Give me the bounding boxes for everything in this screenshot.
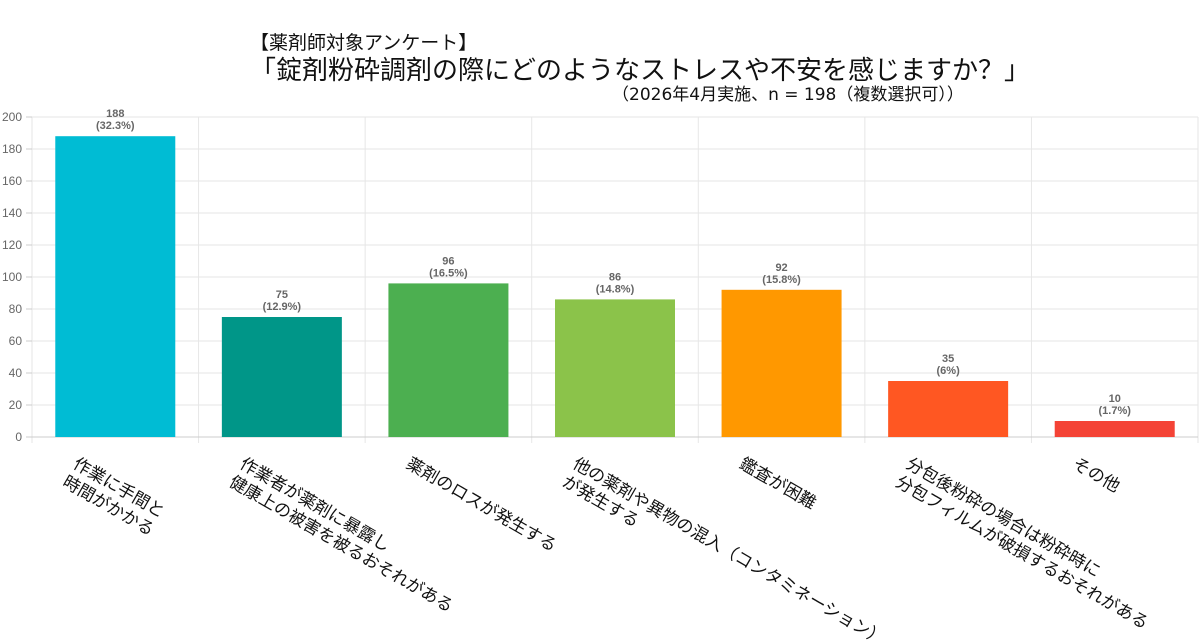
bar [555, 299, 675, 437]
y-tick-label: 100 [2, 270, 22, 284]
x-tick-label: 薬剤のロスが発生する [403, 454, 560, 556]
x-tick-label: 健康上の被害を被るおそれがある [226, 472, 457, 617]
data-label-percent: (6%) [937, 365, 961, 377]
data-label-percent: (16.5%) [429, 267, 468, 279]
bar [221, 317, 342, 437]
x-tick-label: 他の薬剤や異物の混入（コンタミネーション） [569, 454, 888, 644]
data-label-percent: (32.3%) [96, 120, 135, 132]
x-category-label: 鑑査が困難 [736, 454, 820, 514]
grid-lines [31, 116, 1199, 443]
bar [1054, 421, 1175, 437]
y-tick-label: 40 [9, 366, 23, 380]
y-tick-label: 160 [2, 174, 22, 188]
data-label-percent: (1.7%) [1099, 405, 1132, 417]
bar [721, 289, 842, 437]
data-label-value: 92 [775, 262, 787, 274]
x-tick-label: その他 [1069, 454, 1123, 497]
bar [888, 381, 1009, 437]
bar [55, 136, 176, 437]
bar [388, 283, 509, 437]
data-label-percent: (15.8%) [762, 274, 801, 286]
value-labels: 188(32.3%)75(12.9%)96(16.5%) 86(14.8%)92(… [96, 108, 1131, 417]
chart-subtitle: （2026年4月実施、n = 198（複数選択可）） [612, 85, 964, 105]
y-tick-label: 0 [15, 430, 22, 444]
y-tick-label: 80 [9, 302, 23, 316]
y-tick-label: 180 [2, 142, 22, 156]
survey-label: 【薬剤師対象アンケート】 [250, 32, 478, 54]
y-tick-label: 120 [2, 238, 22, 252]
y-tick-label: 20 [9, 398, 23, 412]
data-label-percent: (14.8%) [596, 283, 635, 295]
data-label-value: 75 [276, 289, 288, 301]
data-label-value: 96 [442, 255, 454, 267]
bars [55, 136, 1175, 437]
x-category-label: その他 [1069, 454, 1123, 497]
data-label-value: 86 [609, 271, 621, 283]
chart-title: 「錠剤粉砕調剤の際にどのようなストレスや不安を感じますか？」 [250, 56, 1031, 86]
chart-titles: 【薬剤師対象アンケート】 「錠剤粉砕調剤の際にどのようなストレスや不安を感じます… [0, 0, 1200, 110]
y-tick-label: 140 [2, 206, 22, 220]
x-category-label: 他の薬剤や異物の混入（コンタミネーション）が発生する [559, 454, 888, 644]
data-label-percent: (12.9%) [263, 301, 302, 313]
x-category-label: 薬剤のロスが発生する [403, 454, 560, 556]
data-label-value: 188 [106, 108, 124, 120]
data-label-value: 35 [942, 353, 954, 365]
y-tick-label: 60 [9, 334, 23, 348]
x-tick-label: 鑑査が困難 [736, 454, 820, 514]
data-label-value: 10 [1109, 393, 1121, 405]
y-tick-label: 200 [2, 110, 22, 124]
